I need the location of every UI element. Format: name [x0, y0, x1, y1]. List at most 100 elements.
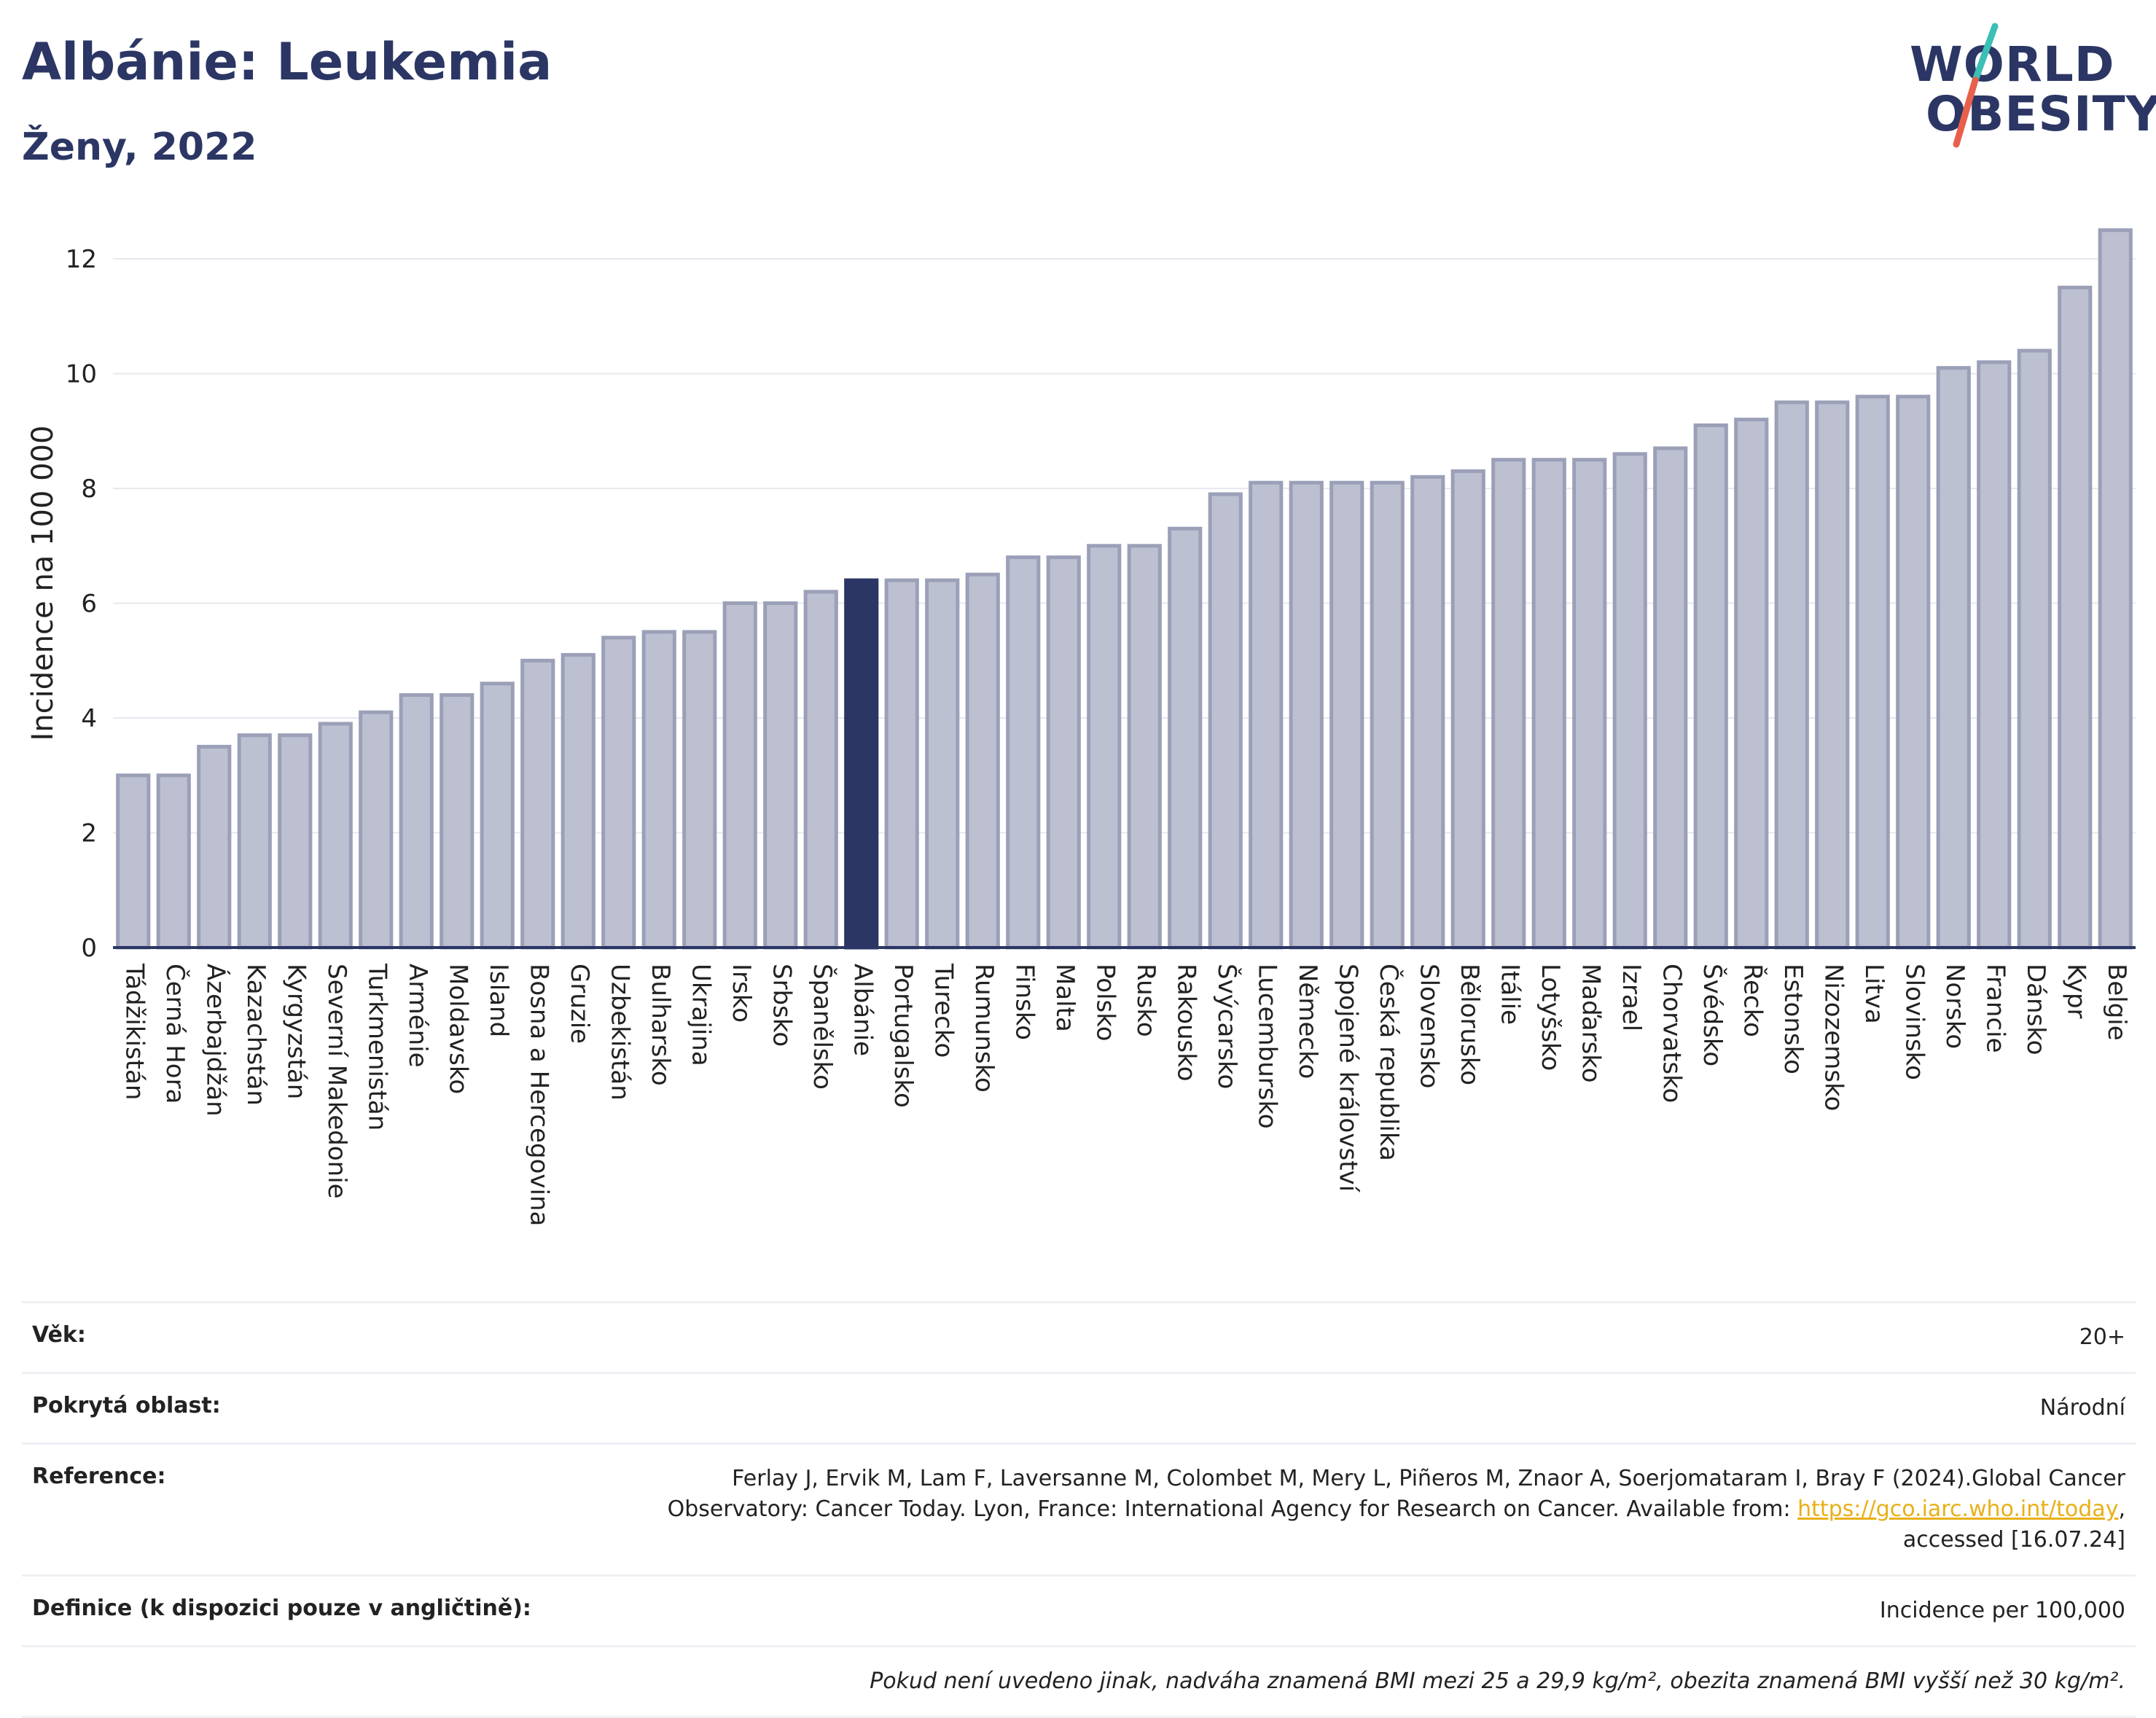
x-tick-label: Turecko: [929, 963, 958, 1058]
x-tick-label: Irsko: [727, 964, 756, 1023]
reference-line-1: Ferlay J, Ervik M, Lam F, Laversanne M, …: [732, 1466, 2125, 1491]
x-tick-label: Slovensko: [1414, 964, 1443, 1088]
bar: [1531, 458, 1566, 950]
bar: [197, 744, 232, 950]
reference-link[interactable]: https://gco.iarc.who.int/today: [1797, 1496, 2119, 1522]
y-tick-label: 12: [66, 245, 97, 274]
bar: [1896, 394, 1931, 950]
bar: [1693, 423, 1728, 950]
x-tick-label: Rusko: [1131, 964, 1160, 1037]
x-tick-label: Ukrajina: [686, 964, 715, 1066]
x-tick-label: Moldavsko: [443, 964, 472, 1094]
y-tick-label: 2: [81, 819, 97, 848]
bar: [1006, 555, 1041, 950]
x-tick-label: Španělsko: [808, 964, 837, 1090]
bar: [722, 601, 757, 950]
bar: [925, 578, 960, 950]
x-tick-label: Lotyšsko: [1536, 964, 1565, 1071]
x-tick-label: Bulharsko: [646, 964, 675, 1086]
bar: [561, 652, 595, 950]
x-tick-label: Rakousko: [1171, 964, 1200, 1082]
x-tick-label: Izrael: [1617, 964, 1646, 1031]
reference-comma: ,: [2118, 1496, 2125, 1522]
x-tick-label: Bělorusko: [1455, 964, 1484, 1085]
meta-definition-label: Definice (k dispozici pouze v angličtině…: [32, 1596, 531, 1621]
bar: [1208, 492, 1243, 950]
x-tick-label: Rumunsko: [969, 964, 999, 1093]
x-tick-label: Kyrgyzstán: [281, 964, 310, 1099]
x-tick-label: Francie: [1980, 964, 2009, 1053]
bar: [1977, 360, 2012, 950]
bar: [359, 710, 394, 950]
x-tick-label: Švýcarsko: [1212, 964, 1242, 1089]
bar: [641, 630, 676, 950]
bar: [965, 572, 1000, 950]
bar-chart: 0 2 4 6 8 10 12 Incidence na 100 000 Tádžikistán…: [26, 228, 2136, 1226]
meta-definition-value: Incidence per 100,000: [1879, 1598, 2125, 1623]
meta-area-label: Pokrytá oblast:: [32, 1393, 221, 1418]
x-tick-label: Uzbekistán: [605, 964, 634, 1101]
x-tick-label: Lucembursko: [1252, 964, 1281, 1129]
bar: [1046, 555, 1081, 950]
x-tick-label: Švédsko: [1698, 964, 1727, 1066]
x-tick-label: Nizozemsko: [1819, 964, 1848, 1111]
x-tick-label: Dánsko: [2021, 964, 2050, 1055]
x-tick-label: Srbsko: [767, 964, 796, 1047]
bar: [440, 693, 474, 950]
x-tick-label: Německo: [1293, 964, 1322, 1079]
bar: [1653, 446, 1688, 950]
bar: [1612, 452, 1647, 950]
metadata-table: Věk: 20+ Pokrytá oblast: Národní Referen…: [22, 1301, 2136, 1718]
x-tick-label: Severní Makedonie: [322, 964, 351, 1199]
bar: [1572, 458, 1607, 950]
bar: [1450, 469, 1485, 950]
x-tick-label: Malta: [1050, 964, 1079, 1032]
bar: [2017, 348, 2052, 950]
bar: [803, 590, 838, 950]
y-tick-label: 0: [81, 934, 97, 963]
x-tick-label: Maďarsko: [1576, 964, 1605, 1083]
y-tick-label: 10: [66, 360, 97, 389]
bar: [763, 601, 798, 950]
bar: [1289, 480, 1324, 950]
world-obesity-logo: WORLD OBESITY: [1895, 22, 2156, 153]
bar: [2098, 228, 2133, 950]
y-tick-label: 6: [81, 590, 97, 619]
x-tick-label: Albánie: [848, 964, 877, 1056]
x-tick-label: Slovinsko: [1899, 964, 1929, 1080]
y-axis-title: Incidence na 100 000: [26, 426, 60, 741]
meta-area-value: Národní: [2039, 1395, 2125, 1421]
bar: [1087, 544, 1122, 950]
x-tick-label: Chorvatsko: [1657, 964, 1686, 1103]
bar: [2058, 285, 2093, 950]
meta-reference-value: Ferlay J, Ervik M, Lam F, Laversanne M, …: [668, 1464, 2125, 1555]
x-tick-label: Estonsko: [1778, 964, 1808, 1074]
bar: [237, 733, 272, 950]
meta-age-value: 20+: [2079, 1324, 2125, 1350]
x-tick-label: Gruzie: [565, 964, 594, 1044]
meta-row-area: Pokrytá oblast: Národní: [22, 1372, 2136, 1442]
meta-row-note: Pokud není uvedeno jinak, nadváha znamen…: [22, 1645, 2136, 1718]
x-tick-label: Litva: [1859, 964, 1889, 1024]
bar: [1410, 475, 1445, 950]
meta-age-label: Věk:: [32, 1322, 86, 1348]
x-tick-label: Finsko: [1009, 964, 1039, 1040]
x-tick-label: Černá Hora: [160, 964, 190, 1104]
bar: [1774, 400, 1809, 950]
bar: [884, 578, 919, 950]
x-tick-label: Polsko: [1090, 964, 1120, 1042]
reference-line-2: Observatory: Cancer Today. Lyon, France:…: [667, 1496, 1798, 1522]
x-tick-label: Ázerbajdžán: [200, 964, 230, 1117]
bar: [1855, 394, 1890, 950]
bar: [1249, 480, 1284, 950]
x-tick-label: Bosna a Hercegovina: [524, 964, 553, 1226]
bar: [601, 636, 636, 950]
bmi-footnote: Pokud není uvedeno jinak, nadváha znamen…: [870, 1668, 2125, 1694]
bar: [1936, 366, 1971, 950]
meta-row-definition: Definice (k dispozici pouze v angličtině…: [22, 1574, 2136, 1645]
x-tick-label: Island: [484, 964, 513, 1037]
bar: [1329, 480, 1364, 950]
bar: [1815, 400, 1850, 950]
bar: [116, 773, 151, 950]
bar: [399, 693, 434, 950]
